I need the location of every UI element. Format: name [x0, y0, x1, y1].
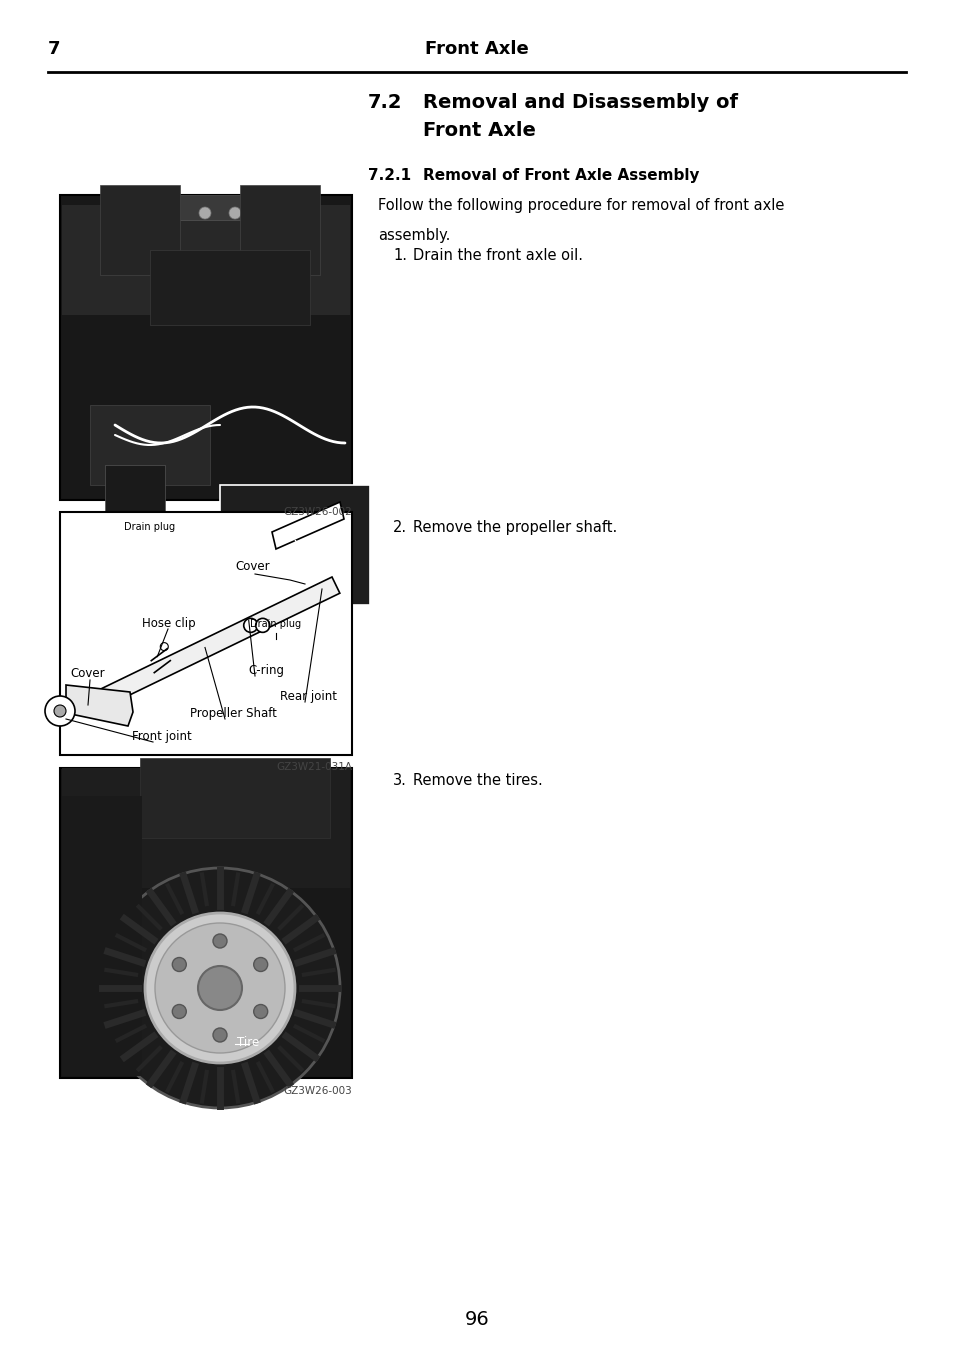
Circle shape [253, 1005, 268, 1019]
Text: GZ3W26-003: GZ3W26-003 [283, 1086, 352, 1096]
Circle shape [258, 207, 271, 219]
Text: Propeller Shaft: Propeller Shaft [190, 707, 276, 720]
Bar [105, 465, 165, 515]
Bar [140, 758, 330, 838]
Bar [240, 185, 319, 276]
Polygon shape [272, 503, 344, 549]
Circle shape [199, 207, 211, 219]
Text: assembly.: assembly. [377, 228, 450, 243]
Circle shape [198, 966, 242, 1011]
Text: Drain plug: Drain plug [251, 619, 301, 630]
Text: Remove the propeller shaft.: Remove the propeller shaft. [413, 520, 617, 535]
Bar [100, 185, 180, 276]
Circle shape [145, 913, 294, 1063]
Text: 7.2.1: 7.2.1 [368, 168, 411, 182]
Text: Hose clip: Hose clip [142, 617, 195, 630]
Circle shape [243, 619, 257, 632]
Text: Front Axle: Front Axle [425, 41, 528, 58]
Text: Tire: Tire [236, 1036, 259, 1048]
Bar [62, 767, 350, 888]
Text: Drain plug: Drain plug [124, 521, 175, 532]
Circle shape [154, 923, 285, 1052]
Circle shape [54, 705, 66, 717]
Bar [220, 485, 370, 605]
Text: 3.: 3. [393, 773, 406, 788]
Text: C-ring: C-ring [248, 663, 284, 677]
Text: Rear joint: Rear joint [280, 690, 336, 703]
FancyBboxPatch shape [244, 616, 308, 634]
Text: GZ3W26-002: GZ3W26-002 [283, 507, 352, 517]
Circle shape [160, 643, 168, 651]
Circle shape [213, 934, 227, 948]
Text: 96: 96 [464, 1310, 489, 1329]
Circle shape [285, 530, 305, 550]
Circle shape [213, 1028, 227, 1042]
Bar [150, 250, 310, 326]
Circle shape [229, 207, 241, 219]
Circle shape [255, 619, 270, 632]
Circle shape [172, 958, 186, 971]
FancyBboxPatch shape [118, 519, 182, 536]
Text: Front joint: Front joint [132, 730, 192, 743]
Text: Removal and Disassembly of: Removal and Disassembly of [422, 93, 738, 112]
Circle shape [172, 1005, 186, 1019]
Text: 2.: 2. [393, 520, 407, 535]
Bar [60, 767, 352, 1078]
Text: Drain the front axle oil.: Drain the front axle oil. [413, 249, 582, 263]
Polygon shape [78, 577, 339, 716]
Bar [62, 796, 142, 1075]
Circle shape [267, 512, 323, 567]
Text: 7: 7 [48, 41, 60, 58]
Polygon shape [66, 685, 132, 725]
Bar [62, 205, 350, 315]
Text: 7.2: 7.2 [368, 93, 402, 112]
Bar [170, 195, 299, 220]
Text: Front Axle: Front Axle [422, 122, 536, 141]
Bar [60, 195, 352, 500]
Text: Cover: Cover [234, 561, 270, 573]
Text: GZ3W21-031A: GZ3W21-031A [275, 762, 352, 771]
Text: Cover: Cover [70, 667, 105, 680]
Circle shape [45, 696, 75, 725]
Bar [90, 405, 210, 485]
Bar [60, 512, 352, 755]
Text: Follow the following procedure for removal of front axle: Follow the following procedure for remov… [377, 199, 783, 213]
Circle shape [253, 958, 268, 971]
Text: Remove the tires.: Remove the tires. [413, 773, 542, 788]
Text: Removal of Front Axle Assembly: Removal of Front Axle Assembly [422, 168, 699, 182]
Text: 1.: 1. [393, 249, 407, 263]
Circle shape [100, 867, 339, 1108]
